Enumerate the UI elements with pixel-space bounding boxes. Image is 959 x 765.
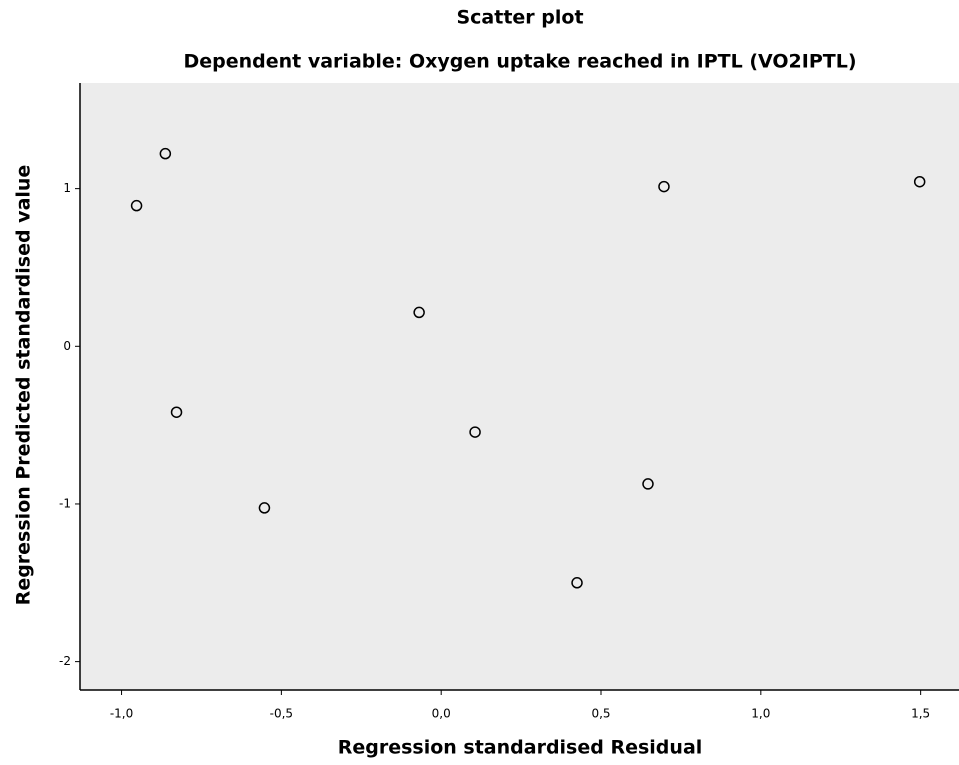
- y-tick-label: 1: [63, 181, 71, 195]
- y-tick-label: 0: [63, 339, 71, 353]
- point: [571, 577, 583, 589]
- x-tick-label: 0,5: [591, 707, 610, 721]
- y-axis-title: Regression Predicted standardised value: [13, 165, 35, 606]
- point: [170, 406, 183, 418]
- x-tick-label: -1,0: [110, 707, 133, 721]
- plot-area: [80, 83, 959, 690]
- x-tick-label: 1,0: [751, 707, 770, 721]
- x-tick-label: 1,5: [911, 707, 930, 721]
- point: [642, 478, 654, 490]
- point: [658, 180, 670, 193]
- point: [413, 306, 425, 319]
- point: [258, 502, 271, 514]
- point: [913, 175, 926, 188]
- point: [469, 426, 481, 438]
- x-tick-label: -0,5: [270, 707, 293, 721]
- x-tick-label: 0,0: [432, 707, 451, 721]
- chart-title: Scatter plot: [456, 7, 583, 29]
- y-tick-label: -1: [59, 496, 71, 510]
- chart-subtitle: Dependent variable: Oxygen uptake reache…: [183, 51, 856, 73]
- y-tick-label: -2: [59, 654, 71, 668]
- point: [159, 147, 172, 160]
- point: [130, 199, 143, 212]
- x-axis-title: Regression standardised Residual: [338, 737, 703, 759]
